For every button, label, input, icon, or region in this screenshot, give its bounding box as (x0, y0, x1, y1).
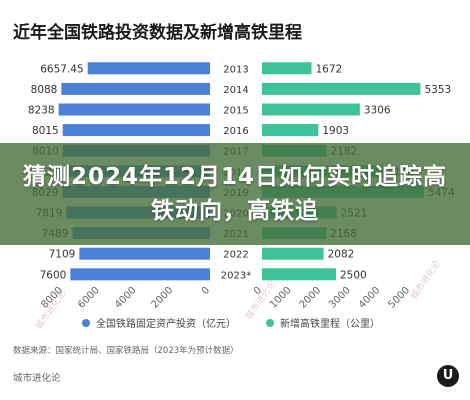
year-label: 2015 (223, 106, 248, 117)
left-axis-tick: 4000 (113, 285, 139, 311)
mileage-bar (262, 62, 312, 75)
brand-logo-icon: U (437, 365, 459, 387)
investment-value-label: 8238 (28, 105, 55, 117)
legend-investment: 全国铁路固定资产投资（亿元） (96, 317, 236, 330)
mileage-value-label: 1672 (315, 63, 342, 75)
investment-bar (87, 62, 210, 75)
investment-value-label: 7109 (49, 249, 76, 261)
legend: 全国铁路固定资产投资（亿元） 新增高铁里程（公里） (82, 317, 380, 330)
right-axis-tick: 4000 (357, 285, 383, 311)
year-label: 2022 (223, 250, 248, 261)
headline-banner: 猜测2024年12月14日如何实时追踪高铁动向，高铁追 (0, 143, 470, 245)
legend-mileage: 新增高铁里程（公里） (280, 317, 380, 330)
headline-text: 猜测2024年12月14日如何实时追踪高铁动向，高铁追 (22, 164, 448, 224)
investment-value-label: 8015 (32, 125, 59, 137)
data-source-note: 数据来源：国家统计局、国家铁路局（2023年为预计数据） (13, 345, 239, 356)
investment-bar (58, 103, 210, 116)
right-axis-tick: 5000 (386, 285, 412, 311)
investment-value-label: 8088 (31, 84, 58, 96)
legend-swatch-investment (82, 319, 90, 327)
right-axis-tick: 2000 (298, 285, 324, 311)
mileage-bar (262, 268, 336, 281)
investment-value-label: 6657.45 (40, 63, 83, 75)
mileage-value-label: 2082 (328, 249, 355, 261)
watermark-text: 城市进化论 (408, 258, 444, 302)
investment-bar (61, 82, 211, 95)
year-label: 2013 (223, 64, 248, 75)
mileage-bar (262, 82, 421, 95)
mileage-value-label: 5353 (424, 84, 451, 96)
mileage-bar (262, 124, 319, 137)
left-axis-tick: 0 (200, 285, 212, 297)
mileage-bar (262, 247, 324, 260)
investment-bar (62, 124, 210, 137)
chart-title: 近年全国铁路投资数据及新增高铁里程 (13, 22, 302, 43)
investment-bar (79, 247, 210, 260)
investment-value-label: 7600 (40, 269, 67, 281)
right-axis-tick: 3000 (327, 285, 353, 311)
legend-swatch-mileage (266, 319, 274, 327)
year-label: 2023* (221, 270, 251, 281)
investment-bar (70, 268, 210, 281)
year-label: 2016 (223, 126, 248, 137)
left-axis-tick: 2000 (150, 285, 176, 311)
year-label: 2014 (223, 85, 248, 96)
brand-label: 城市进化论 (13, 372, 61, 384)
axis-ticks: 8000 6000 4000 2000 0 0 1000 2000 3000 4000 5000 (39, 285, 412, 311)
mileage-bar (262, 103, 360, 116)
mileage-value-label: 2500 (340, 269, 367, 281)
mileage-value-label: 3306 (364, 105, 391, 117)
mileage-value-label: 1903 (322, 125, 349, 137)
left-axis-tick: 6000 (76, 285, 102, 311)
